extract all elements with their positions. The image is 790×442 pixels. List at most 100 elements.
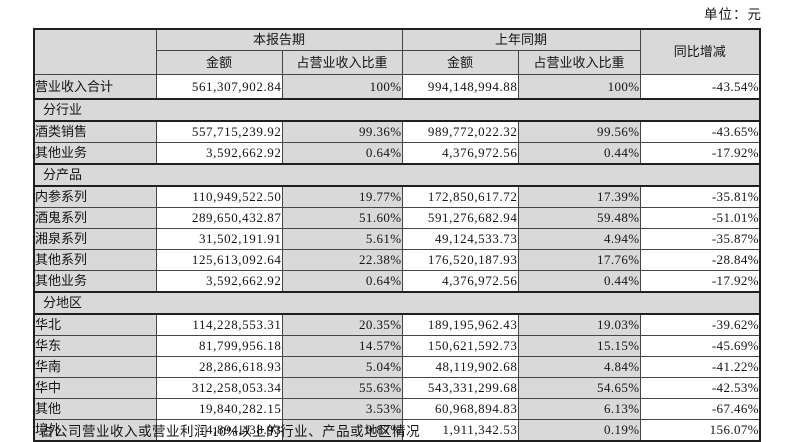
prior-share-cell: 0.44% — [517, 270, 641, 293]
current-share-cell: 100% — [281, 74, 403, 100]
section-row: 分产品 — [33, 163, 761, 187]
prior-share-cell: 17.76% — [517, 249, 641, 271]
row-label-cell: 其他业务 — [33, 270, 157, 293]
row-label-cell: 华东 — [33, 335, 157, 357]
current-amount-cell: 3,592,662.92 — [155, 270, 283, 293]
row-label-cell: 其他系列 — [33, 249, 157, 271]
row-label-cell: 其他业务 — [33, 142, 157, 165]
prior-share-cell: 6.13% — [517, 398, 641, 420]
yoy-change-cell: -51.01% — [639, 207, 761, 229]
section-row: 分行业 — [33, 98, 761, 122]
prior-amount-cell: 989,772,022.32 — [401, 120, 519, 143]
yoy-change-cell: -35.87% — [639, 228, 761, 250]
current-amount-cell: 19,840,282.15 — [155, 398, 283, 420]
footer-note: 占公司营业收入或营业利润 10%以上的行业、产品或地区情况 — [40, 424, 421, 439]
prior-share-cell: 99.56% — [517, 120, 641, 143]
current-share-cell: 22.38% — [281, 249, 403, 271]
row-label-cell: 湘泉系列 — [33, 228, 157, 250]
current-share-cell: 0.87% — [281, 419, 403, 442]
row-label-cell: 酒类销售 — [33, 120, 157, 143]
prior-share-cell: 59.48% — [517, 207, 641, 229]
prior-amount-cell: 189,195,962.43 — [401, 313, 519, 336]
prior-share-cell: 0.44% — [517, 142, 641, 165]
current-share-cell: 20.35% — [281, 313, 403, 336]
section-row: 分地区 — [33, 291, 761, 315]
yoy-change-cell: -39.62% — [639, 313, 761, 336]
current-amount-cell: 312,258,053.34 — [155, 377, 283, 399]
section-label: 分行业 — [33, 98, 761, 122]
prior-share-header: 占营业收入比重 — [517, 50, 641, 75]
table-row: 其他业务 3,592,662.92 0.64% 4,376,972.56 0.44% -1… — [33, 142, 761, 165]
row-label-cell: 境外 — [33, 419, 157, 442]
table-row: 其他业务 3,592,662.92 0.64% 4,376,972.56 0.44% -1… — [33, 270, 761, 293]
current-amount-cell: 289,650,432.87 — [155, 207, 283, 229]
yoy-change-cell: -45.69% — [639, 335, 761, 357]
prior-share-cell: 15.15% — [517, 335, 641, 357]
current-share-cell: 5.61% — [281, 228, 403, 250]
current-share-cell: 5.04% — [281, 356, 403, 378]
table-row: 华北 114,228,553.31 20.35% 189,195,962.43 19.0… — [33, 313, 761, 336]
current-amount-cell: 557,715,239.92 — [155, 120, 283, 143]
yoy-change-cell: 156.07% — [639, 419, 761, 442]
prior-share-cell: 0.19% — [517, 419, 641, 442]
prior-amount-cell: 1,911,342.53 — [401, 419, 519, 442]
current-share-header: 占营业收入比重 — [281, 50, 403, 75]
current-amount-cell: 125,613,092.64 — [155, 249, 283, 271]
yoy-change-cell: -35.81% — [639, 185, 761, 208]
prior-amount-cell: 150,621,592.73 — [401, 335, 519, 357]
prior-share-cell: 4.84% — [517, 356, 641, 378]
yoy-change-cell: -43.65% — [639, 120, 761, 143]
current-share-cell: 14.57% — [281, 335, 403, 357]
unit-label: 单位：元 — [704, 7, 762, 22]
current-share-cell: 55.63% — [281, 377, 403, 399]
yoy-change-cell: -42.53% — [639, 377, 761, 399]
current-amount-cell: 3,592,662.92 — [155, 142, 283, 165]
row-label-cell: 华南 — [33, 356, 157, 378]
current-amount-cell: 81,799,956.18 — [155, 335, 283, 357]
table-row: 营业收入合计 561,307,902.84 100% 994,148,994.88 10… — [33, 74, 761, 100]
table-row: 华中 312,258,053.34 55.63% 543,331,299.68 54.6… — [33, 377, 761, 399]
row-label-cell: 华北 — [33, 313, 157, 336]
row-label-cell: 内参系列 — [33, 185, 157, 208]
current-amount-cell: 28,286,618.93 — [155, 356, 283, 378]
current-share-cell: 0.64% — [281, 142, 403, 165]
yoy-change-header: 同比增减 — [639, 28, 761, 75]
current-share-cell: 0.64% — [281, 270, 403, 293]
current-amount-cell: 110,949,522.50 — [155, 185, 283, 208]
current-share-cell: 3.53% — [281, 398, 403, 420]
header-row-metrics: 金额 占营业收入比重 金额 占营业收入比重 — [34, 50, 760, 75]
row-label-cell: 营业收入合计 — [33, 74, 157, 100]
table-row: 酒鬼系列 289,650,432.87 51.60% 591,276,682.94 59… — [33, 207, 761, 229]
revenue-breakdown-table: 本报告期 上年同期 同比增减 金额 占营业收入比重 金额 占营业收入比重 营业收… — [33, 28, 762, 442]
table-row: 湘泉系列 31,502,191.91 5.61% 49,124,533.73 4.94%… — [33, 228, 761, 250]
prior-share-cell: 100% — [517, 74, 641, 100]
prior-amount-cell: 591,276,682.94 — [401, 207, 519, 229]
yoy-change-cell: -41.22% — [639, 356, 761, 378]
prior-amount-cell: 48,119,902.68 — [401, 356, 519, 378]
yoy-change-cell: -67.46% — [639, 398, 761, 420]
prior-amount-cell: 60,968,894.83 — [401, 398, 519, 420]
current-period-header: 本报告期 — [155, 28, 403, 51]
yoy-change-cell: -17.92% — [639, 142, 761, 165]
table-row: 华南 28,286,618.93 5.04% 48,119,902.68 4.84% -4… — [33, 356, 761, 378]
table-row: 酒类销售 557,715,239.92 99.36% 989,772,022.32 99… — [33, 120, 761, 143]
yoy-change-cell: -17.92% — [639, 270, 761, 293]
prior-amount-cell: 543,331,299.68 — [401, 377, 519, 399]
current-share-cell: 99.36% — [281, 120, 403, 143]
current-share-cell: 19.77% — [281, 185, 403, 208]
section-label: 分产品 — [33, 163, 761, 187]
current-share-cell: 51.60% — [281, 207, 403, 229]
prior-share-cell: 19.03% — [517, 313, 641, 336]
section-label: 分地区 — [33, 291, 761, 315]
table-row: 内参系列 110,949,522.50 19.77% 172,850,617.72 17… — [33, 185, 761, 208]
yoy-change-cell: -28.84% — [639, 249, 761, 271]
prior-amount-cell: 172,850,617.72 — [401, 185, 519, 208]
header-row-periods: 本报告期 上年同期 同比增减 — [33, 28, 761, 75]
table-row: 华东 81,799,956.18 14.57% 150,621,592.73 15.15… — [33, 335, 761, 357]
current-amount-cell: 31,502,191.91 — [155, 228, 283, 250]
prior-period-header: 上年同期 — [401, 28, 641, 51]
prior-amount-cell: 49,124,533.73 — [401, 228, 519, 250]
prior-amount-header: 金额 — [401, 50, 519, 75]
row-label-cell: 酒鬼系列 — [33, 207, 157, 229]
